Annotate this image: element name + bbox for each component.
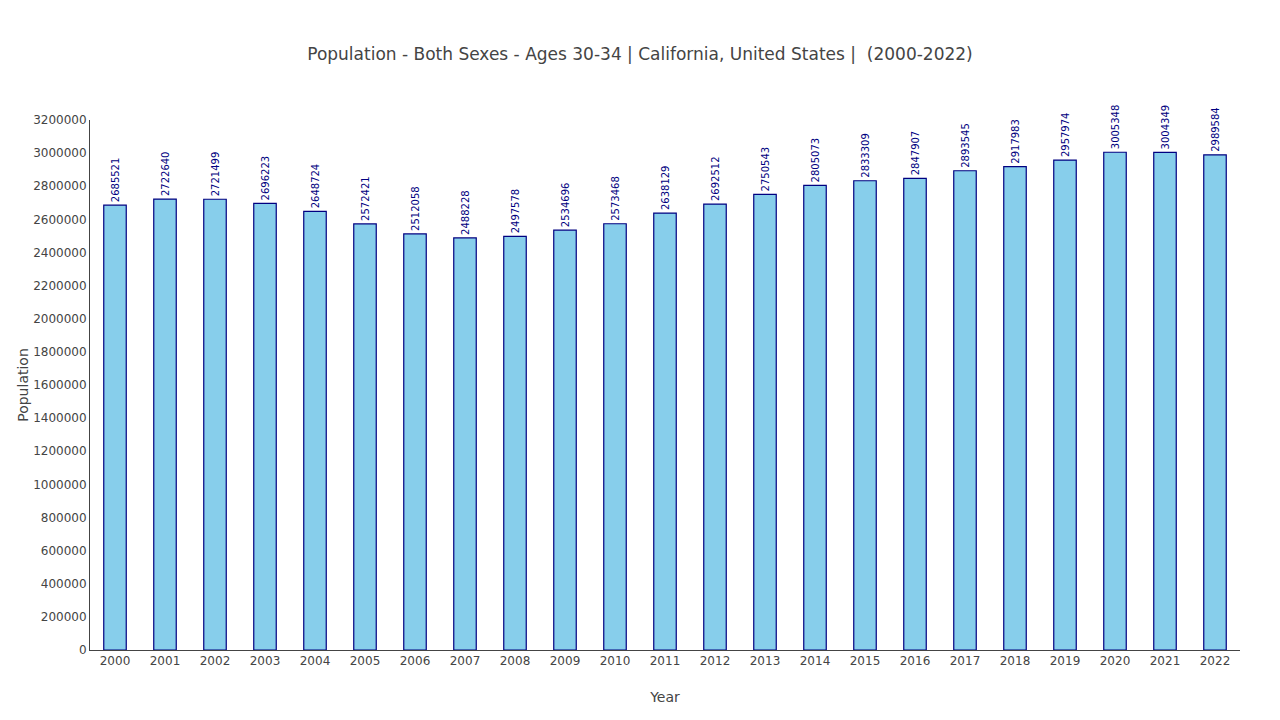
svg-text:2847907: 2847907 bbox=[910, 131, 921, 176]
svg-text:600000: 600000 bbox=[41, 544, 87, 558]
svg-text:Year: Year bbox=[649, 689, 680, 705]
svg-text:Population - Both Sexes - Ages: Population - Both Sexes - Ages 30-34 | C… bbox=[307, 44, 973, 64]
svg-text:2400000: 2400000 bbox=[33, 246, 86, 260]
svg-text:800000: 800000 bbox=[41, 511, 87, 525]
svg-text:2721499: 2721499 bbox=[210, 152, 221, 197]
svg-text:2002: 2002 bbox=[200, 654, 231, 668]
svg-text:2018: 2018 bbox=[1000, 654, 1031, 668]
svg-text:2638129: 2638129 bbox=[660, 166, 671, 211]
svg-text:1600000: 1600000 bbox=[33, 378, 86, 392]
svg-text:1400000: 1400000 bbox=[33, 411, 86, 425]
svg-text:2005: 2005 bbox=[350, 654, 381, 668]
svg-text:2989584: 2989584 bbox=[1210, 107, 1221, 152]
svg-text:3005348: 3005348 bbox=[1110, 105, 1121, 150]
svg-text:2750543: 2750543 bbox=[760, 147, 771, 192]
svg-text:1800000: 1800000 bbox=[33, 345, 86, 359]
svg-text:2893545: 2893545 bbox=[960, 123, 971, 168]
svg-text:2000: 2000 bbox=[100, 654, 131, 668]
svg-text:3004349: 3004349 bbox=[1160, 105, 1171, 150]
svg-text:2573468: 2573468 bbox=[610, 176, 621, 221]
svg-text:2488228: 2488228 bbox=[460, 190, 471, 235]
svg-text:2833309: 2833309 bbox=[860, 133, 871, 178]
svg-text:2008: 2008 bbox=[500, 654, 531, 668]
svg-text:200000: 200000 bbox=[41, 610, 87, 624]
svg-text:2685521: 2685521 bbox=[110, 158, 121, 203]
svg-text:2692512: 2692512 bbox=[710, 157, 721, 202]
svg-text:2534696: 2534696 bbox=[560, 183, 571, 228]
svg-text:400000: 400000 bbox=[41, 577, 87, 591]
svg-text:2019: 2019 bbox=[1050, 654, 1081, 668]
svg-text:2497578: 2497578 bbox=[510, 189, 521, 234]
svg-text:2957974: 2957974 bbox=[1060, 113, 1071, 158]
svg-text:2917983: 2917983 bbox=[1010, 119, 1021, 164]
svg-text:2009: 2009 bbox=[550, 654, 581, 668]
svg-text:2022: 2022 bbox=[1200, 654, 1231, 668]
svg-text:2020: 2020 bbox=[1100, 654, 1131, 668]
svg-text:Population: Population bbox=[15, 348, 31, 422]
svg-text:2572421: 2572421 bbox=[360, 176, 371, 221]
svg-text:0: 0 bbox=[79, 643, 87, 657]
svg-text:2017: 2017 bbox=[950, 654, 981, 668]
svg-text:2016: 2016 bbox=[900, 654, 931, 668]
svg-text:2015: 2015 bbox=[850, 654, 881, 668]
svg-text:2600000: 2600000 bbox=[33, 213, 86, 227]
svg-text:2003: 2003 bbox=[250, 654, 281, 668]
svg-text:1200000: 1200000 bbox=[33, 444, 86, 458]
svg-text:2011: 2011 bbox=[650, 654, 681, 668]
svg-text:2004: 2004 bbox=[300, 654, 331, 668]
svg-text:2010: 2010 bbox=[600, 654, 631, 668]
svg-text:2805073: 2805073 bbox=[810, 138, 821, 183]
svg-text:3200000: 3200000 bbox=[33, 113, 86, 127]
svg-text:1000000: 1000000 bbox=[33, 478, 86, 492]
svg-text:2200000: 2200000 bbox=[33, 279, 86, 293]
svg-text:2722640: 2722640 bbox=[160, 152, 171, 197]
svg-text:2512058: 2512058 bbox=[410, 186, 421, 231]
svg-text:2006: 2006 bbox=[400, 654, 431, 668]
svg-text:2014: 2014 bbox=[800, 654, 831, 668]
svg-text:2648724: 2648724 bbox=[310, 164, 321, 209]
svg-text:2013: 2013 bbox=[750, 654, 781, 668]
svg-text:2012: 2012 bbox=[700, 654, 731, 668]
svg-text:2007: 2007 bbox=[450, 654, 481, 668]
svg-text:3000000: 3000000 bbox=[33, 146, 86, 160]
svg-text:2800000: 2800000 bbox=[33, 179, 86, 193]
svg-text:2001: 2001 bbox=[150, 654, 181, 668]
svg-text:2000000: 2000000 bbox=[33, 312, 86, 326]
svg-text:2021: 2021 bbox=[1150, 654, 1181, 668]
svg-text:2696223: 2696223 bbox=[260, 156, 271, 201]
